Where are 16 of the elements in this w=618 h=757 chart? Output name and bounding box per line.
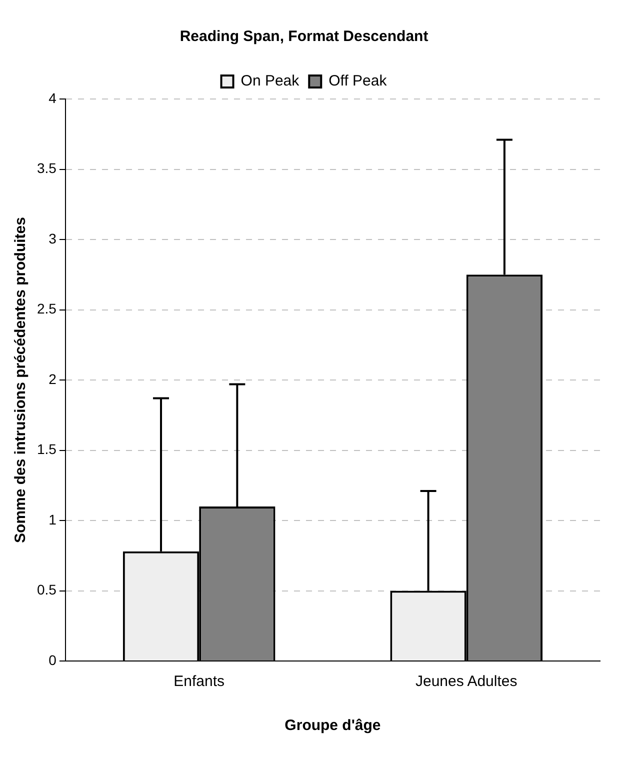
legend-label: On Peak (240, 72, 300, 90)
x-axis-title: Groupe d'âge (284, 717, 381, 734)
chart-title: Reading Span, Format Descendant (180, 28, 428, 46)
legend-label: Off Peak (328, 72, 388, 90)
y-tick-label: 4 (48, 90, 57, 106)
x-tick-label: Enfants (174, 673, 225, 690)
y-tick-label: 3 (48, 230, 57, 246)
y-tick-label: 1.5 (36, 441, 57, 458)
y-tick-label: 0 (48, 652, 57, 668)
y-tick-label: 3.5 (36, 160, 57, 176)
y-axis-title: Somme des intrusions précédentes produites (12, 217, 30, 543)
y-tick-label: 2 (48, 370, 57, 387)
y-tick-label: 1 (48, 511, 57, 528)
y-tick-label: 2.5 (36, 300, 57, 317)
y-tick-label: 0.5 (36, 582, 57, 598)
x-tick-label: Jeunes Adultes (415, 673, 518, 690)
